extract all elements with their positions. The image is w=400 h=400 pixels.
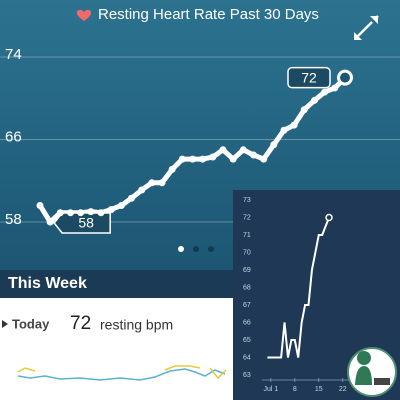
point: [229, 155, 237, 163]
point: [128, 194, 135, 202]
point: [46, 218, 54, 226]
screen-title: Resting Heart Rate Past 30 Days: [98, 6, 319, 23]
point: [311, 96, 318, 104]
point: [138, 186, 146, 194]
inset-x-tick-label: 8: [293, 386, 297, 393]
inset-y-tick-label: 69: [243, 267, 251, 274]
expand-button[interactable]: [354, 15, 379, 40]
value-label: 58: [78, 215, 94, 231]
inset-y-tick-label: 70: [243, 249, 251, 256]
point-current: [337, 69, 353, 86]
inset-point-current: [325, 213, 333, 222]
point: [189, 155, 196, 163]
week-sparkline-high: [17, 365, 227, 380]
point: [331, 84, 339, 92]
point: [260, 155, 268, 163]
inset-y-tick-label: 71: [243, 232, 251, 239]
pager[interactable]: [178, 246, 214, 252]
today-label: Today: [12, 316, 50, 331]
inset-y-tick-label: 64: [243, 354, 251, 361]
week-sparkline: [17, 368, 226, 381]
point: [117, 201, 125, 209]
inset-y-tick-label: 68: [243, 284, 251, 291]
logo: [347, 347, 397, 397]
inset-y-tick-label: 73: [243, 197, 251, 204]
y-tick-label: 66: [5, 128, 22, 145]
point: [77, 209, 85, 217]
point: [107, 206, 115, 214]
point: [36, 201, 44, 209]
inset-y-tick-label: 65: [243, 337, 251, 344]
today-value: 72: [70, 313, 91, 334]
week-title: This Week: [8, 275, 87, 292]
inset-y-tick-label: 63: [243, 372, 251, 379]
y-tick-label: 74: [5, 46, 22, 63]
inset-y-tick-label: 72: [243, 214, 251, 221]
point: [178, 155, 186, 163]
inset-chart: 63 64 65 66 67 68 69 70 71 72 73 Jul 1 8 15 22: [243, 197, 355, 393]
point: [67, 209, 74, 217]
today-unit: resting bpm: [100, 317, 173, 333]
point: [219, 146, 227, 154]
inset-y-tick-label: 66: [243, 319, 251, 326]
point: [199, 155, 207, 163]
point: [321, 88, 329, 96]
point: [158, 179, 166, 187]
inset-y-tick-label: 67: [243, 302, 251, 309]
point: [300, 106, 308, 114]
point: [97, 209, 105, 217]
point: [270, 141, 278, 149]
heart-icon: [76, 9, 92, 21]
point: [280, 126, 288, 134]
point: [168, 165, 176, 173]
point: [290, 121, 298, 129]
main-chart: 58 66 74 58 72: [0, 46, 400, 234]
value-label-box: [287, 66, 331, 89]
point: [148, 179, 156, 187]
point: [239, 146, 247, 154]
point: [209, 153, 217, 161]
inset-x-tick-label: 15: [315, 386, 323, 393]
point: [87, 208, 95, 216]
point: [56, 209, 64, 217]
y-tick-label: 58: [5, 211, 22, 228]
today-marker: [2, 320, 8, 328]
inset-line: [267, 217, 330, 359]
point: [250, 151, 257, 159]
value-label: 72: [301, 69, 317, 85]
inset-x-tick-label: Jul 1: [263, 386, 278, 393]
inset-x-tick-label: 22: [339, 386, 347, 393]
